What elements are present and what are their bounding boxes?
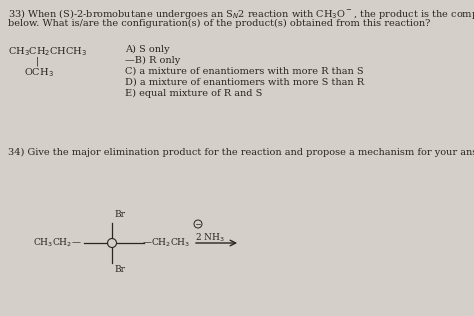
Text: OCH$_3$: OCH$_3$ <box>24 66 54 79</box>
Text: A) S only: A) S only <box>125 45 170 54</box>
Text: E) equal mixture of R and S: E) equal mixture of R and S <box>125 89 263 98</box>
Text: 33) When (S)-2-bromobutane undergoes an S$_N$2 reaction with CH$_3$O$^-$, the pr: 33) When (S)-2-bromobutane undergoes an … <box>8 7 474 21</box>
Text: C) a mixture of enantiomers with more R than S: C) a mixture of enantiomers with more R … <box>125 67 364 76</box>
Text: 2 NH$_3$: 2 NH$_3$ <box>195 231 225 244</box>
Text: 34) Give the major elimination product for the reaction and propose a mechanism : 34) Give the major elimination product f… <box>8 148 474 157</box>
Text: CH$_3$CH$_2$—: CH$_3$CH$_2$— <box>33 237 82 249</box>
Text: —B) R only: —B) R only <box>125 56 180 65</box>
Text: below. What is/are the configuration(s) of the product(s) obtained from this rea: below. What is/are the configuration(s) … <box>8 19 430 28</box>
Text: Br: Br <box>114 210 125 219</box>
Text: Br: Br <box>114 265 125 274</box>
Text: —CH$_2$CH$_3$: —CH$_2$CH$_3$ <box>142 237 191 249</box>
Text: |: | <box>36 57 39 66</box>
Text: CH$_3$CH$_2$CHCH$_3$: CH$_3$CH$_2$CHCH$_3$ <box>8 45 87 58</box>
Text: D) a mixture of enantiomers with more S than R: D) a mixture of enantiomers with more S … <box>125 78 364 87</box>
